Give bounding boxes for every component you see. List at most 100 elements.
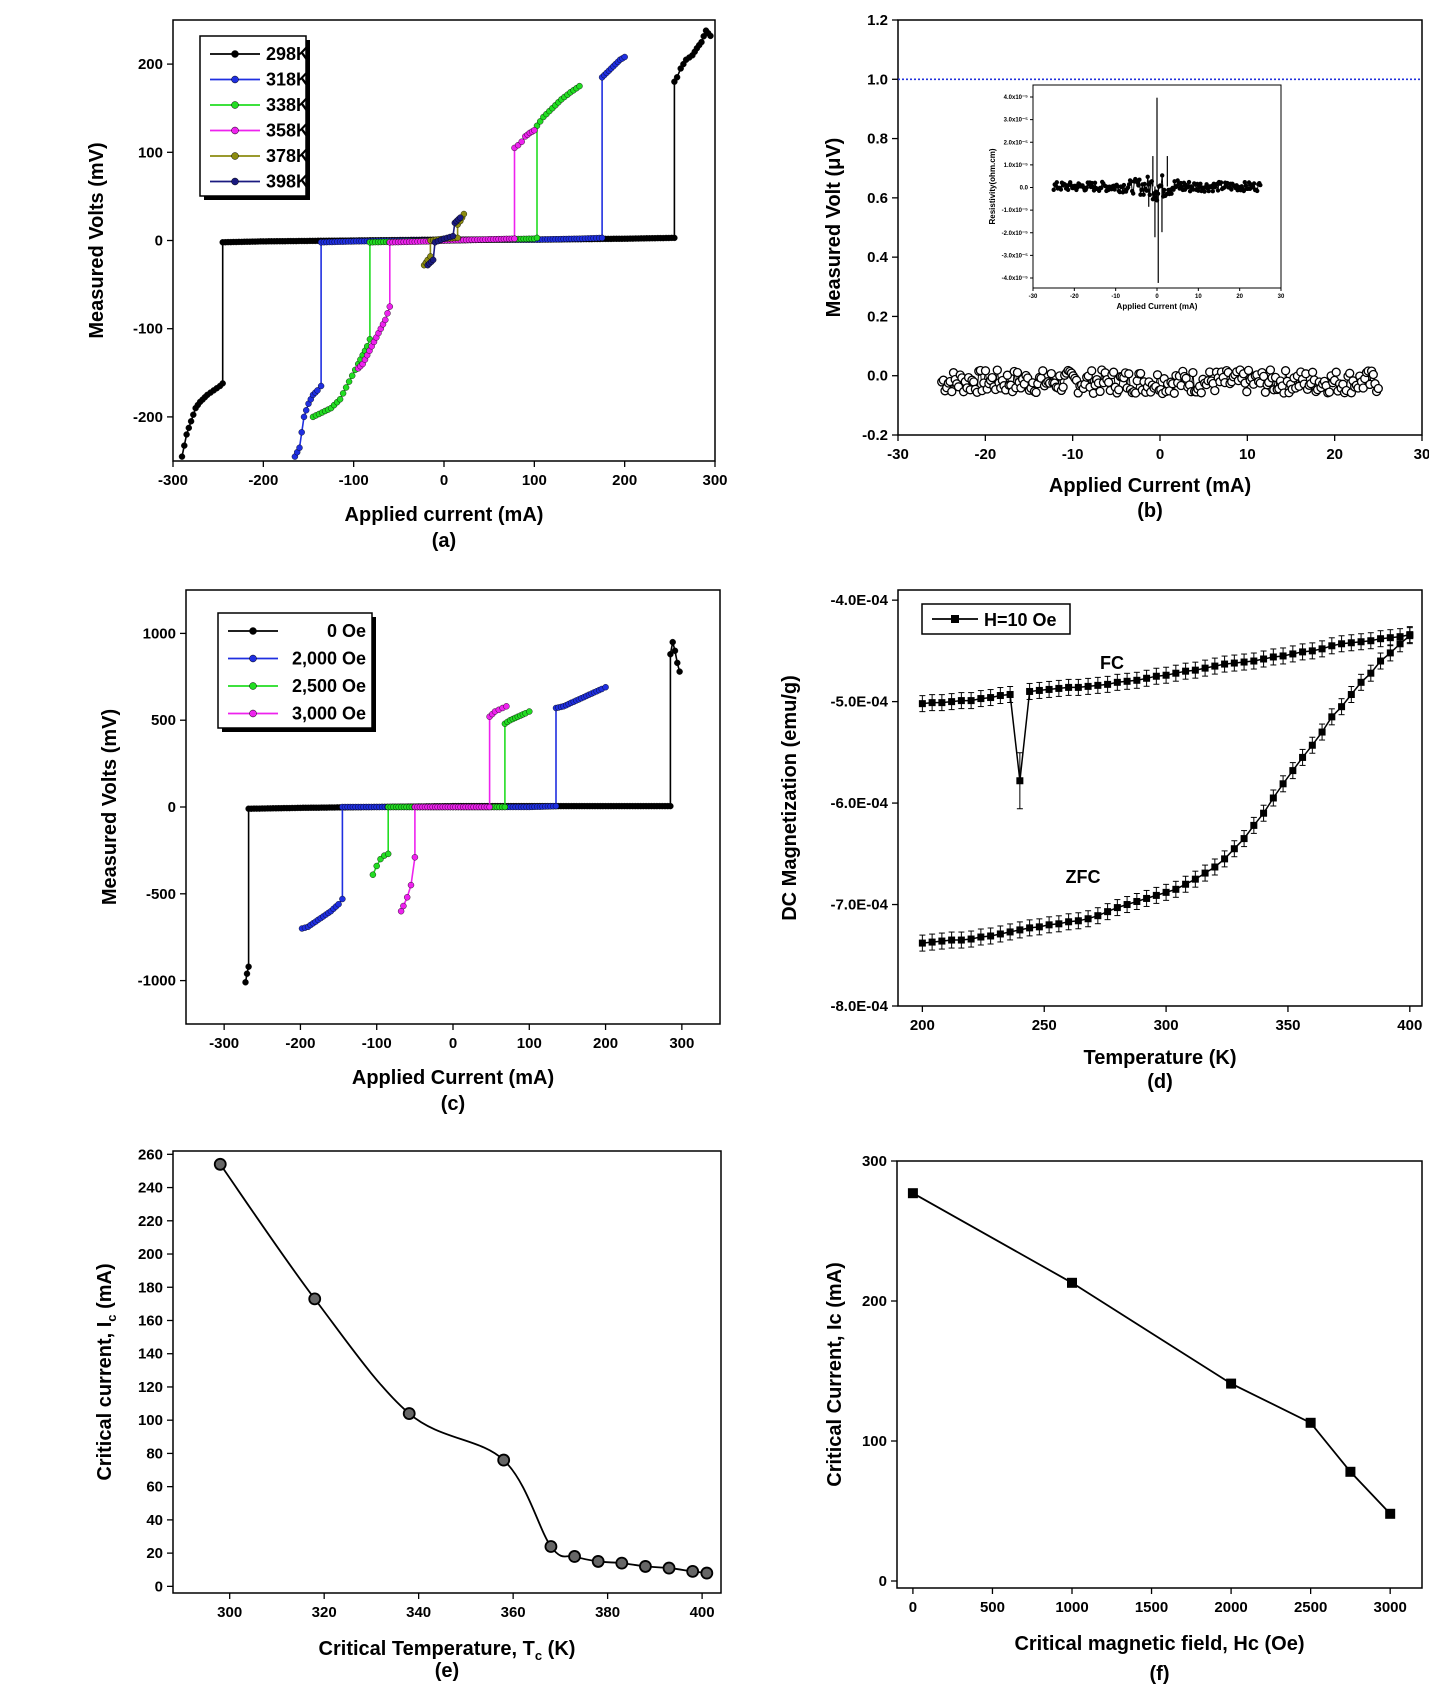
inset-y-tick-label: 3.0x10⁻⁵ [1004, 118, 1029, 124]
x-tick-label: 400 [1397, 1017, 1422, 1034]
inset-point [1112, 187, 1117, 192]
data-point [1347, 639, 1355, 647]
data-point [190, 411, 197, 418]
data-point [1152, 672, 1160, 680]
data-point [219, 380, 226, 387]
panel-b: -30 -20 -10 0 10 20 30 -0.2 0.0 0.2 0.4 0.6 0.8 1.0 1.… [823, 12, 1429, 522]
data-point [1289, 650, 1297, 658]
data-point [1338, 703, 1346, 711]
data-point [296, 444, 303, 451]
series-358K [355, 127, 538, 372]
x-tick-label: -30 [887, 446, 909, 463]
legend-label: 298K [266, 44, 309, 64]
panel-f: 0 500 1000 1500 2000 2500 3000 0 100 200 300 Critic… [824, 1153, 1423, 1685]
inset-point [1054, 180, 1060, 185]
y-axis-label: DC Magnetization (emu/g) [779, 675, 801, 921]
series-line [294, 56, 626, 457]
data-point [1269, 653, 1277, 661]
y-tick-label: 60 [146, 1479, 163, 1496]
x-tick-label: 300 [217, 1604, 242, 1621]
panel-a: -300 -200 -100 0 100 200 300 -200 -100 0 100 200 298… [86, 19, 728, 552]
data-point [1307, 367, 1318, 377]
data-point [1396, 640, 1404, 648]
data-point [411, 854, 419, 861]
data-point [671, 234, 678, 242]
data-point [1305, 1417, 1316, 1428]
y-tick-label: 220 [138, 1213, 163, 1230]
data-point [1191, 666, 1199, 674]
inset-point [1099, 185, 1104, 191]
data-point [245, 963, 252, 970]
data-point [948, 936, 956, 944]
data-point [518, 138, 525, 145]
data-point [1280, 366, 1291, 376]
series-line [912, 1192, 1391, 1515]
data-point [1211, 662, 1219, 670]
data-point [967, 935, 975, 943]
plot-frame [896, 1160, 1423, 1589]
data-point [639, 1560, 652, 1573]
legend-marker [249, 709, 257, 718]
data-point [1169, 388, 1179, 398]
panel-label: (e) [435, 1660, 459, 1682]
data-point [1331, 367, 1341, 377]
data-point [1260, 387, 1271, 397]
x-tick-label: 0 [449, 1035, 457, 1052]
data-point [977, 933, 985, 941]
data-point [1299, 753, 1307, 761]
data-point [1084, 915, 1092, 923]
data-point [1152, 370, 1163, 380]
data-point [969, 377, 979, 387]
x-tick-label: 250 [1032, 1017, 1057, 1034]
x-tick-label: 3000 [1373, 1599, 1406, 1616]
data-point [938, 937, 946, 945]
x-tick-label: 20 [1326, 446, 1343, 463]
inset-x-tick-label: -20 [1070, 294, 1079, 300]
data-point [957, 697, 965, 705]
data-point [700, 1566, 714, 1580]
data-point [1045, 921, 1053, 929]
y-tick-label: 180 [138, 1279, 163, 1296]
data-point [526, 708, 533, 715]
inset-point [1051, 187, 1056, 192]
x-tick-label: -100 [339, 472, 369, 489]
inset-point [1255, 188, 1260, 194]
x-axis-label: Applied Current (mA) [1049, 475, 1251, 497]
y-tick-label: 140 [138, 1346, 163, 1363]
x-tick-label: 1000 [1055, 1599, 1088, 1616]
data-point [591, 1555, 605, 1568]
data-point [300, 413, 308, 421]
data-point [1299, 648, 1307, 656]
inset-point [1169, 191, 1174, 196]
data-point [1406, 632, 1414, 640]
data-point [335, 901, 342, 908]
data-point [1031, 387, 1041, 398]
data-point [404, 894, 411, 901]
y-tick-label: -200 [133, 409, 163, 426]
y-tick-label: 80 [146, 1445, 163, 1462]
data-point [385, 850, 392, 858]
data-point [667, 802, 674, 810]
data-point [1347, 691, 1355, 699]
data-point [967, 697, 975, 705]
data-point [1162, 888, 1170, 896]
data-point [1114, 385, 1124, 395]
data-point [1094, 681, 1102, 689]
data-point [303, 407, 310, 414]
data-point [1012, 367, 1023, 378]
inset-y-tick-label: 1.0x10⁻⁵ [1004, 163, 1029, 169]
data-point [1135, 368, 1146, 379]
data-point [1133, 676, 1141, 684]
series-line [357, 129, 535, 369]
panel-label: (a) [432, 530, 456, 552]
data-point [1377, 635, 1385, 643]
data-point [1035, 686, 1043, 694]
y-axis-label: Measured Volts (mV) [86, 142, 108, 338]
y-tick-label: -8.0E-04 [830, 998, 888, 1015]
data-point [992, 365, 1002, 375]
data-point [181, 442, 188, 449]
x-tick-label: 300 [702, 472, 727, 489]
panel-label: (f) [1150, 1663, 1170, 1685]
legend-marker [231, 126, 239, 135]
